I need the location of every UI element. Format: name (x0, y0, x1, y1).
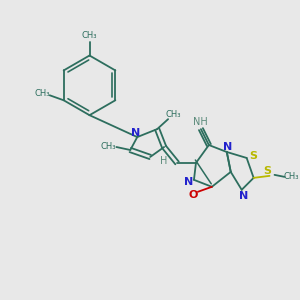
Text: O: O (188, 190, 198, 200)
Text: N: N (239, 191, 248, 201)
Text: NH: NH (193, 117, 207, 127)
Text: CH₃: CH₃ (165, 110, 181, 119)
Text: N: N (184, 177, 194, 187)
Text: CH₃: CH₃ (284, 172, 299, 182)
Text: S: S (250, 151, 258, 161)
Text: H: H (160, 156, 168, 166)
Text: CH₃: CH₃ (82, 31, 97, 40)
Text: CH₃: CH₃ (101, 142, 116, 151)
Text: N: N (130, 128, 140, 138)
Text: N: N (223, 142, 232, 152)
Text: CH₃: CH₃ (34, 89, 50, 98)
Text: S: S (264, 166, 272, 176)
